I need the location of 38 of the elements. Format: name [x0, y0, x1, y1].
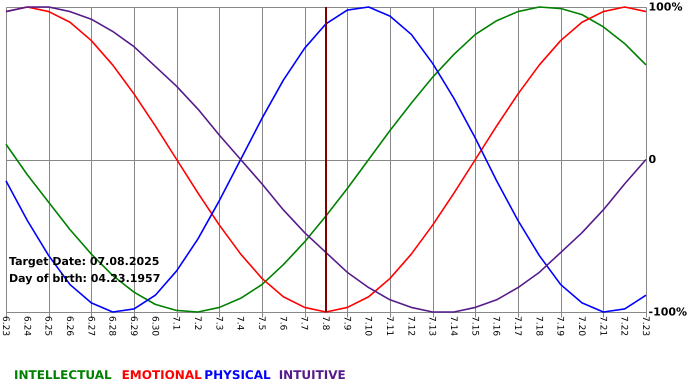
x-tick-label: 7.11: [384, 316, 394, 336]
x-tick-label: 7.3: [213, 316, 224, 330]
x-tick-label: 6.27: [85, 316, 96, 336]
x-tick-label: 7.7: [298, 316, 309, 330]
x-tick-label: 7.4: [234, 316, 245, 331]
x-tick-label: 6.23: [0, 316, 10, 336]
text: INTUITIVE: [278, 368, 346, 380]
y-tick-label: 0: [648, 153, 656, 166]
x-tick-label: 7.14: [448, 316, 458, 336]
x-tick-label: 7.13: [426, 316, 437, 336]
text: PHYSICAL: [204, 368, 272, 380]
x-tick-label: 7.18: [533, 316, 544, 336]
x-tick-label: 7.5: [256, 316, 266, 330]
x-tick-label: 6.26: [64, 316, 74, 336]
x-tick-label: 6.28: [106, 316, 117, 336]
x-tick-label: 7.20: [576, 316, 586, 336]
x-tick-label: 7.15: [469, 316, 480, 336]
x-tick-label: 7.22: [618, 316, 629, 336]
x-tick-label: 6.30: [149, 316, 160, 336]
x-tick-label: 7.8: [320, 316, 330, 331]
x-tick-label: 7.23: [640, 316, 650, 336]
x-tick-label: 6.24: [21, 316, 32, 336]
x-tick-label: 7.9: [341, 316, 352, 331]
text: INTELLECTUAL: [14, 368, 112, 380]
y-tick-label: -100%: [648, 306, 688, 318]
x-tick-label: 7.1: [170, 316, 181, 330]
x-tick-label: 7.12: [405, 316, 416, 336]
x-tick-label: 6.25: [42, 316, 53, 336]
x-tick-label: 7.10: [362, 316, 373, 336]
x-tick-label: 7.2: [192, 316, 202, 330]
x-tick-label: 6.29: [128, 316, 138, 336]
y-tick-label: 100%: [648, 0, 682, 14]
x-tick-label: 7.17: [512, 316, 522, 336]
text: EMOTIONAL: [122, 368, 202, 380]
x-tick-label: 7.6: [277, 316, 288, 331]
x-tick-label: 7.19: [554, 316, 565, 336]
x-tick-label: 7.16: [490, 316, 501, 336]
x-tick-label: 7.21: [597, 316, 608, 336]
